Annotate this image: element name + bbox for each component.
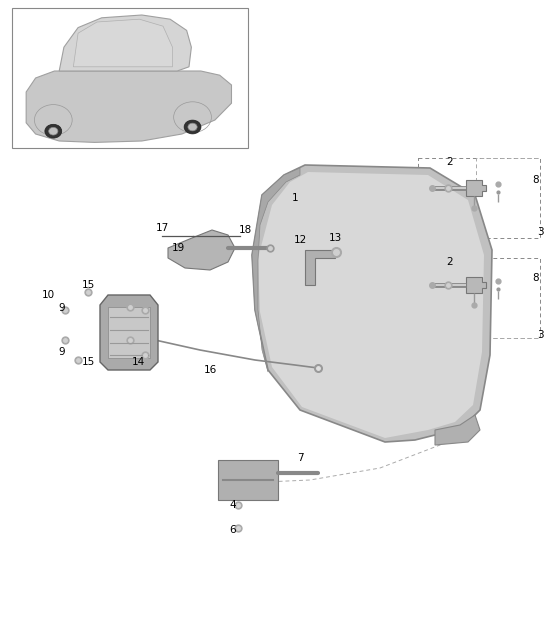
Text: 18: 18	[238, 225, 252, 235]
Text: 7: 7	[296, 453, 304, 463]
Polygon shape	[466, 180, 486, 196]
Polygon shape	[168, 230, 235, 270]
Polygon shape	[305, 250, 335, 285]
Polygon shape	[466, 277, 486, 293]
Polygon shape	[26, 71, 232, 143]
Text: 16: 16	[203, 365, 216, 375]
Text: 15: 15	[81, 357, 95, 367]
Polygon shape	[218, 460, 278, 500]
Ellipse shape	[49, 127, 58, 135]
Text: 8: 8	[532, 175, 540, 185]
Polygon shape	[252, 168, 300, 372]
Ellipse shape	[188, 123, 197, 131]
Text: 10: 10	[41, 290, 55, 300]
Ellipse shape	[45, 124, 62, 138]
Bar	[418, 258, 540, 338]
Text: 12: 12	[293, 235, 307, 245]
Text: 1: 1	[292, 193, 298, 203]
Text: 13: 13	[329, 233, 342, 243]
Text: 15: 15	[81, 280, 95, 290]
Ellipse shape	[184, 120, 201, 134]
Text: 19: 19	[171, 243, 185, 253]
Polygon shape	[435, 415, 480, 445]
Text: 2: 2	[447, 257, 453, 267]
Text: 3: 3	[537, 227, 543, 237]
Text: 17: 17	[155, 223, 168, 233]
Text: 4: 4	[229, 500, 237, 510]
Text: 8: 8	[532, 273, 540, 283]
Text: 6: 6	[229, 525, 237, 535]
Polygon shape	[100, 295, 158, 370]
Text: 9: 9	[59, 347, 65, 357]
Polygon shape	[74, 19, 172, 67]
Polygon shape	[59, 15, 191, 71]
Polygon shape	[252, 165, 492, 442]
Text: 9: 9	[59, 303, 65, 313]
Bar	[418, 158, 540, 238]
Text: 3: 3	[537, 330, 543, 340]
Polygon shape	[258, 172, 484, 438]
Text: 14: 14	[131, 357, 144, 367]
Polygon shape	[108, 307, 150, 358]
Bar	[12, 8, 248, 148]
Text: 2: 2	[447, 157, 453, 167]
